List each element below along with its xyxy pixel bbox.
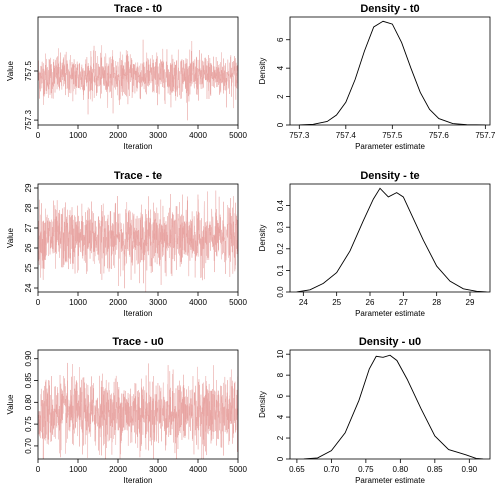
density-curve bbox=[303, 354, 484, 459]
y-tick-label: 0.80 bbox=[24, 394, 33, 410]
y-tick-label: 0.3 bbox=[276, 221, 285, 233]
trace-line bbox=[38, 362, 238, 459]
x-tick-label: 27 bbox=[399, 298, 408, 307]
x-tick-label: 757.6 bbox=[429, 131, 450, 140]
x-tick-label: 28 bbox=[432, 298, 441, 307]
plot-frame bbox=[289, 349, 491, 460]
density-curve bbox=[299, 20, 486, 125]
y-axis-label: Density bbox=[258, 391, 267, 418]
y-tick-label: 0.0 bbox=[276, 286, 285, 298]
x-tick-label: 757.5 bbox=[382, 131, 403, 140]
trace-line bbox=[38, 39, 238, 121]
panel-title: Density - u0 bbox=[359, 336, 421, 348]
x-tick-label: 25 bbox=[332, 298, 341, 307]
y-axis-label: Density bbox=[258, 58, 267, 85]
panel-3: 24 25 26 27 28 29 0.0 0.1 0.2 0.3 0.4 Density - te P… bbox=[258, 170, 491, 318]
panel-title: Trace - u0 bbox=[112, 336, 163, 348]
x-tick-label: 0.90 bbox=[462, 465, 478, 474]
panel-title: Density - te bbox=[360, 170, 419, 182]
x-tick-label: 5000 bbox=[229, 298, 247, 307]
plot-frame bbox=[289, 16, 491, 126]
x-tick-label: 0.65 bbox=[289, 465, 305, 474]
y-tick-label: 4 bbox=[276, 65, 285, 70]
y-tick-label: 6 bbox=[276, 393, 285, 398]
x-axis-label: Parameter estimate bbox=[355, 309, 425, 318]
y-tick-label: 10 bbox=[276, 349, 285, 358]
plot-frame bbox=[37, 349, 239, 460]
y-axis-label: Density bbox=[258, 225, 267, 252]
y-tick-label: 28 bbox=[24, 203, 33, 212]
x-tick-label: 5000 bbox=[229, 131, 247, 140]
y-tick-label: 0.75 bbox=[24, 416, 33, 432]
x-tick-label: 1000 bbox=[69, 131, 87, 140]
y-tick-label: 0.85 bbox=[24, 372, 33, 388]
y-tick-label: 757.3 bbox=[24, 110, 33, 131]
x-axis-label: Iteration bbox=[124, 476, 153, 485]
x-tick-label: 0 bbox=[36, 131, 41, 140]
y-tick-label: 27 bbox=[24, 223, 33, 232]
x-tick-label: 5000 bbox=[229, 465, 247, 474]
x-tick-label: 0.85 bbox=[427, 465, 443, 474]
x-tick-label: 24 bbox=[299, 298, 308, 307]
panel-title: Trace - t0 bbox=[114, 3, 162, 15]
y-tick-label: 8 bbox=[276, 372, 285, 377]
y-tick-label: 0.2 bbox=[276, 243, 285, 255]
y-tick-label: 0 bbox=[276, 122, 285, 127]
panel-1: 757.3 757.4 757.5 757.6 757.7 0 2 4 6 Density - t… bbox=[258, 3, 496, 151]
x-tick-label: 2000 bbox=[109, 131, 127, 140]
x-axis-label: Parameter estimate bbox=[355, 142, 425, 151]
y-tick-label: 0.4 bbox=[276, 199, 285, 211]
y-tick-label: 4 bbox=[276, 414, 285, 419]
x-tick-label: 0.80 bbox=[393, 465, 409, 474]
panel-4: 0 1000 2000 3000 4000 5000 0.70 0.75 0.80 0.85 0.9… bbox=[6, 336, 247, 485]
panel-0: 0 1000 2000 3000 4000 5000 757.3 757.5 Trace - t… bbox=[6, 3, 247, 151]
x-tick-label: 4000 bbox=[189, 298, 207, 307]
trace-line bbox=[38, 190, 238, 292]
plot-frame bbox=[37, 183, 239, 293]
x-tick-label: 0.70 bbox=[324, 465, 340, 474]
y-tick-label: 2 bbox=[276, 435, 285, 440]
y-tick-label: 29 bbox=[24, 183, 33, 192]
x-tick-label: 2000 bbox=[109, 465, 127, 474]
x-tick-label: 3000 bbox=[149, 131, 167, 140]
y-tick-label: 2 bbox=[276, 94, 285, 99]
panel-title: Density - t0 bbox=[360, 3, 419, 15]
y-tick-label: 26 bbox=[24, 243, 33, 252]
x-tick-label: 757.4 bbox=[336, 131, 357, 140]
x-tick-label: 0.75 bbox=[358, 465, 374, 474]
y-axis-label: Value bbox=[6, 394, 15, 414]
x-axis-label: Parameter estimate bbox=[355, 476, 425, 485]
x-tick-label: 0 bbox=[36, 465, 41, 474]
panel-2: 0 1000 2000 3000 4000 5000 24 25 26 27 28 29 Trace -… bbox=[6, 170, 247, 318]
panel-5: 0.65 0.70 0.75 0.80 0.85 0.90 0 2 4 6 8 10 Density -… bbox=[258, 336, 491, 485]
y-tick-label: 6 bbox=[276, 37, 285, 42]
panel-title: Trace - te bbox=[114, 170, 162, 182]
x-tick-label: 26 bbox=[366, 298, 375, 307]
x-tick-label: 29 bbox=[466, 298, 475, 307]
y-tick-label: 757.5 bbox=[24, 60, 33, 81]
x-tick-label: 1000 bbox=[69, 465, 87, 474]
x-tick-label: 4000 bbox=[189, 465, 207, 474]
x-tick-label: 1000 bbox=[69, 298, 87, 307]
x-tick-label: 2000 bbox=[109, 298, 127, 307]
y-tick-label: 24 bbox=[24, 283, 33, 292]
y-tick-label: 0.1 bbox=[276, 264, 285, 276]
x-axis-label: Iteration bbox=[124, 309, 153, 318]
y-axis-label: Value bbox=[6, 61, 15, 81]
y-tick-label: 0.70 bbox=[24, 438, 33, 454]
density-curve bbox=[296, 187, 487, 292]
y-tick-label: 25 bbox=[24, 263, 33, 272]
x-tick-label: 757.7 bbox=[475, 131, 496, 140]
x-tick-label: 3000 bbox=[149, 465, 167, 474]
x-tick-label: 757.3 bbox=[289, 131, 310, 140]
y-tick-label: 0 bbox=[276, 456, 285, 461]
plot-frame bbox=[289, 183, 491, 293]
y-axis-label: Value bbox=[6, 228, 15, 248]
x-axis-label: Iteration bbox=[124, 142, 153, 151]
y-tick-label: 0.90 bbox=[24, 350, 33, 366]
x-tick-label: 4000 bbox=[189, 131, 207, 140]
x-tick-label: 3000 bbox=[149, 298, 167, 307]
x-tick-label: 0 bbox=[36, 298, 41, 307]
